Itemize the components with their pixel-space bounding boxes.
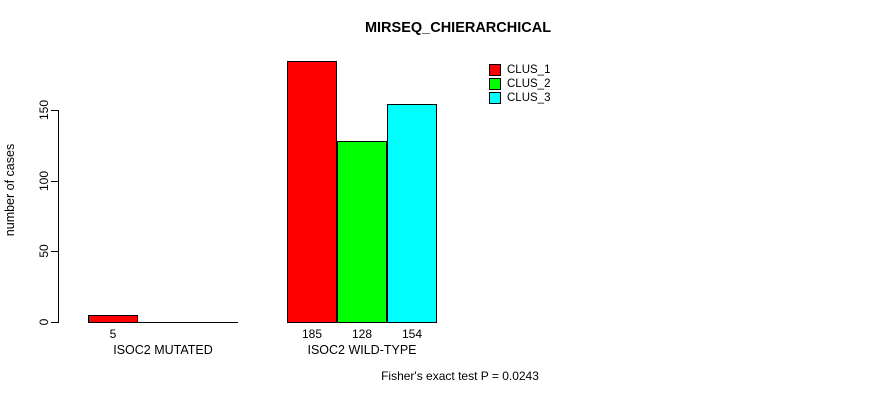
y-tick-label: 0 <box>37 318 51 326</box>
bar-clus_1-group1 <box>88 315 138 323</box>
legend: CLUS_1 CLUS_2 CLUS_3 <box>489 63 550 105</box>
y-axis-tick <box>51 181 58 182</box>
bar-clus_1-group2 <box>287 61 337 323</box>
bar-clus_2-group2 <box>337 141 387 323</box>
y-tick-label: 50 <box>37 244 51 258</box>
category-label: ISOC2 WILD-TYPE <box>307 343 417 357</box>
y-axis-tick <box>51 251 58 252</box>
chart-title: MIRSEQ_CHIERARCHICAL <box>364 20 552 36</box>
zero-bar-clus_2-group1 <box>138 322 188 323</box>
y-axis-title: number of cases <box>3 143 17 237</box>
legend-row-clus_2: CLUS_2 <box>489 77 550 91</box>
y-axis-line <box>58 110 59 323</box>
legend-label: CLUS_3 <box>507 92 551 104</box>
legend-row-clus_3: CLUS_3 <box>489 91 550 105</box>
legend-label: CLUS_2 <box>507 78 551 90</box>
zero-bar-clus_3-group1 <box>188 322 238 323</box>
y-axis-tick <box>51 322 58 323</box>
bar-clus_3-group2 <box>387 104 437 323</box>
legend-row-clus_1: CLUS_1 <box>489 63 550 77</box>
bar-value-label: 128 <box>351 327 373 341</box>
y-axis-tick <box>51 110 58 111</box>
category-label: ISOC2 MUTATED <box>113 343 213 357</box>
y-tick-label: 100 <box>37 170 51 192</box>
bar-value-label: 154 <box>401 327 423 341</box>
bar-value-label: 185 <box>301 327 323 341</box>
legend-swatch-clus_1 <box>489 64 501 76</box>
legend-label: CLUS_1 <box>507 64 551 76</box>
legend-swatch-clus_3 <box>489 92 501 104</box>
legend-swatch-clus_2 <box>489 78 501 90</box>
y-tick-label: 150 <box>37 99 51 121</box>
bar-value-label: 5 <box>109 327 117 341</box>
footnote: Fisher's exact test P = 0.0243 <box>381 369 539 383</box>
